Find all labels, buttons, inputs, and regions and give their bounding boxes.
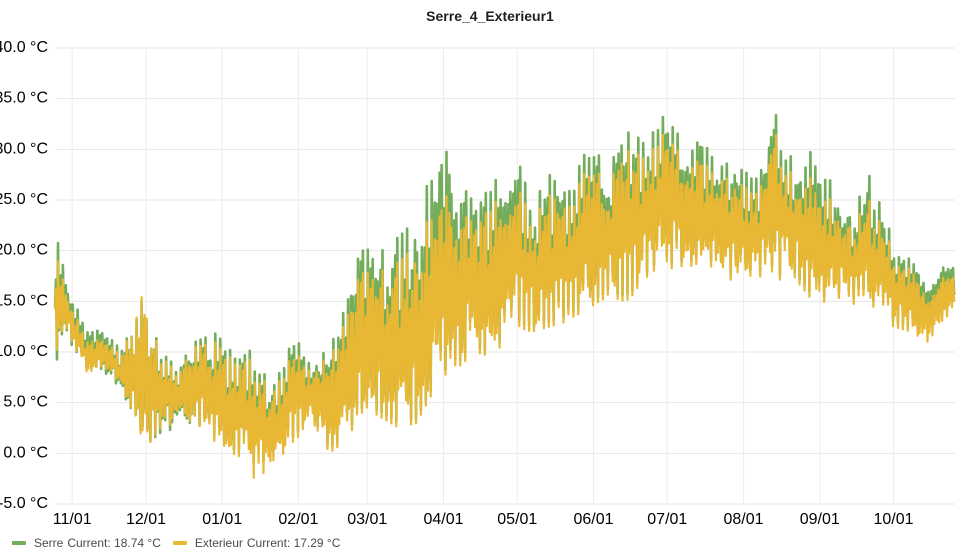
legend-label-exterieur: Exterieur [194, 536, 243, 550]
x-tick-label: 12/01 [126, 511, 166, 528]
series-line-exterieur[interactable] [53, 133, 956, 479]
x-tick-label: 03/01 [347, 511, 387, 528]
y-tick-label: 10.0 °C [0, 343, 48, 360]
y-tick-label: 25.0 °C [0, 191, 48, 208]
x-tick-label: 05/01 [497, 511, 537, 528]
x-tick-label: 06/01 [574, 511, 614, 528]
legend: Serre Current: 18.74 °C Exterieur Curren… [12, 534, 352, 552]
y-tick-label: 0.0 °C [3, 444, 48, 461]
y-axis: -5.0 °C 0.0 °C 5.0 °C 10.0 °C 15.0 °C 20.0 °C… [0, 39, 48, 512]
x-tick-label: 08/01 [724, 511, 764, 528]
series-layer [53, 113, 957, 479]
x-tick-label: 04/01 [424, 511, 464, 528]
x-tick-label: 09/01 [800, 511, 840, 528]
x-tick-label: 07/01 [647, 511, 687, 528]
x-tick-label: 10/01 [874, 511, 914, 528]
y-tick-label: 35.0 °C [0, 90, 48, 107]
chart-plot[interactable]: -5.0 °C 0.0 °C 5.0 °C 10.0 °C 15.0 °C 20.0 °C… [0, 0, 980, 530]
grid-lines [55, 47, 955, 505]
legend-swatch-exterieur [172, 541, 187, 545]
legend-swatch-serre [12, 541, 26, 545]
x-axis: 11/01 12/01 01/01 02/01 03/01 04/01 05/01 06/01… [53, 511, 914, 528]
legend-label-serre: Serre [34, 536, 64, 550]
y-tick-label: -5.0 °C [0, 495, 48, 512]
x-tick-label: 01/01 [202, 511, 242, 528]
legend-item-exterieur[interactable]: Exterieur Current: 17.29 °C [172, 536, 341, 550]
legend-current-serre: Current: 18.74 °C [67, 536, 161, 550]
chart-title: Serre_4_Exterieur1 [426, 8, 554, 24]
y-tick-label: 20.0 °C [0, 242, 48, 259]
y-tick-label: 30.0 °C [0, 140, 48, 157]
y-tick-label: 15.0 °C [0, 292, 48, 309]
x-tick-label: 02/01 [278, 511, 318, 528]
y-tick-label: 5.0 °C [3, 394, 48, 411]
legend-current-exterieur: Current: 17.29 °C [246, 536, 341, 550]
y-tick-label: 40.0 °C [0, 39, 48, 56]
legend-item-serre[interactable]: Serre Current: 18.74 °C [12, 536, 161, 550]
x-tick-label: 11/01 [53, 511, 92, 528]
